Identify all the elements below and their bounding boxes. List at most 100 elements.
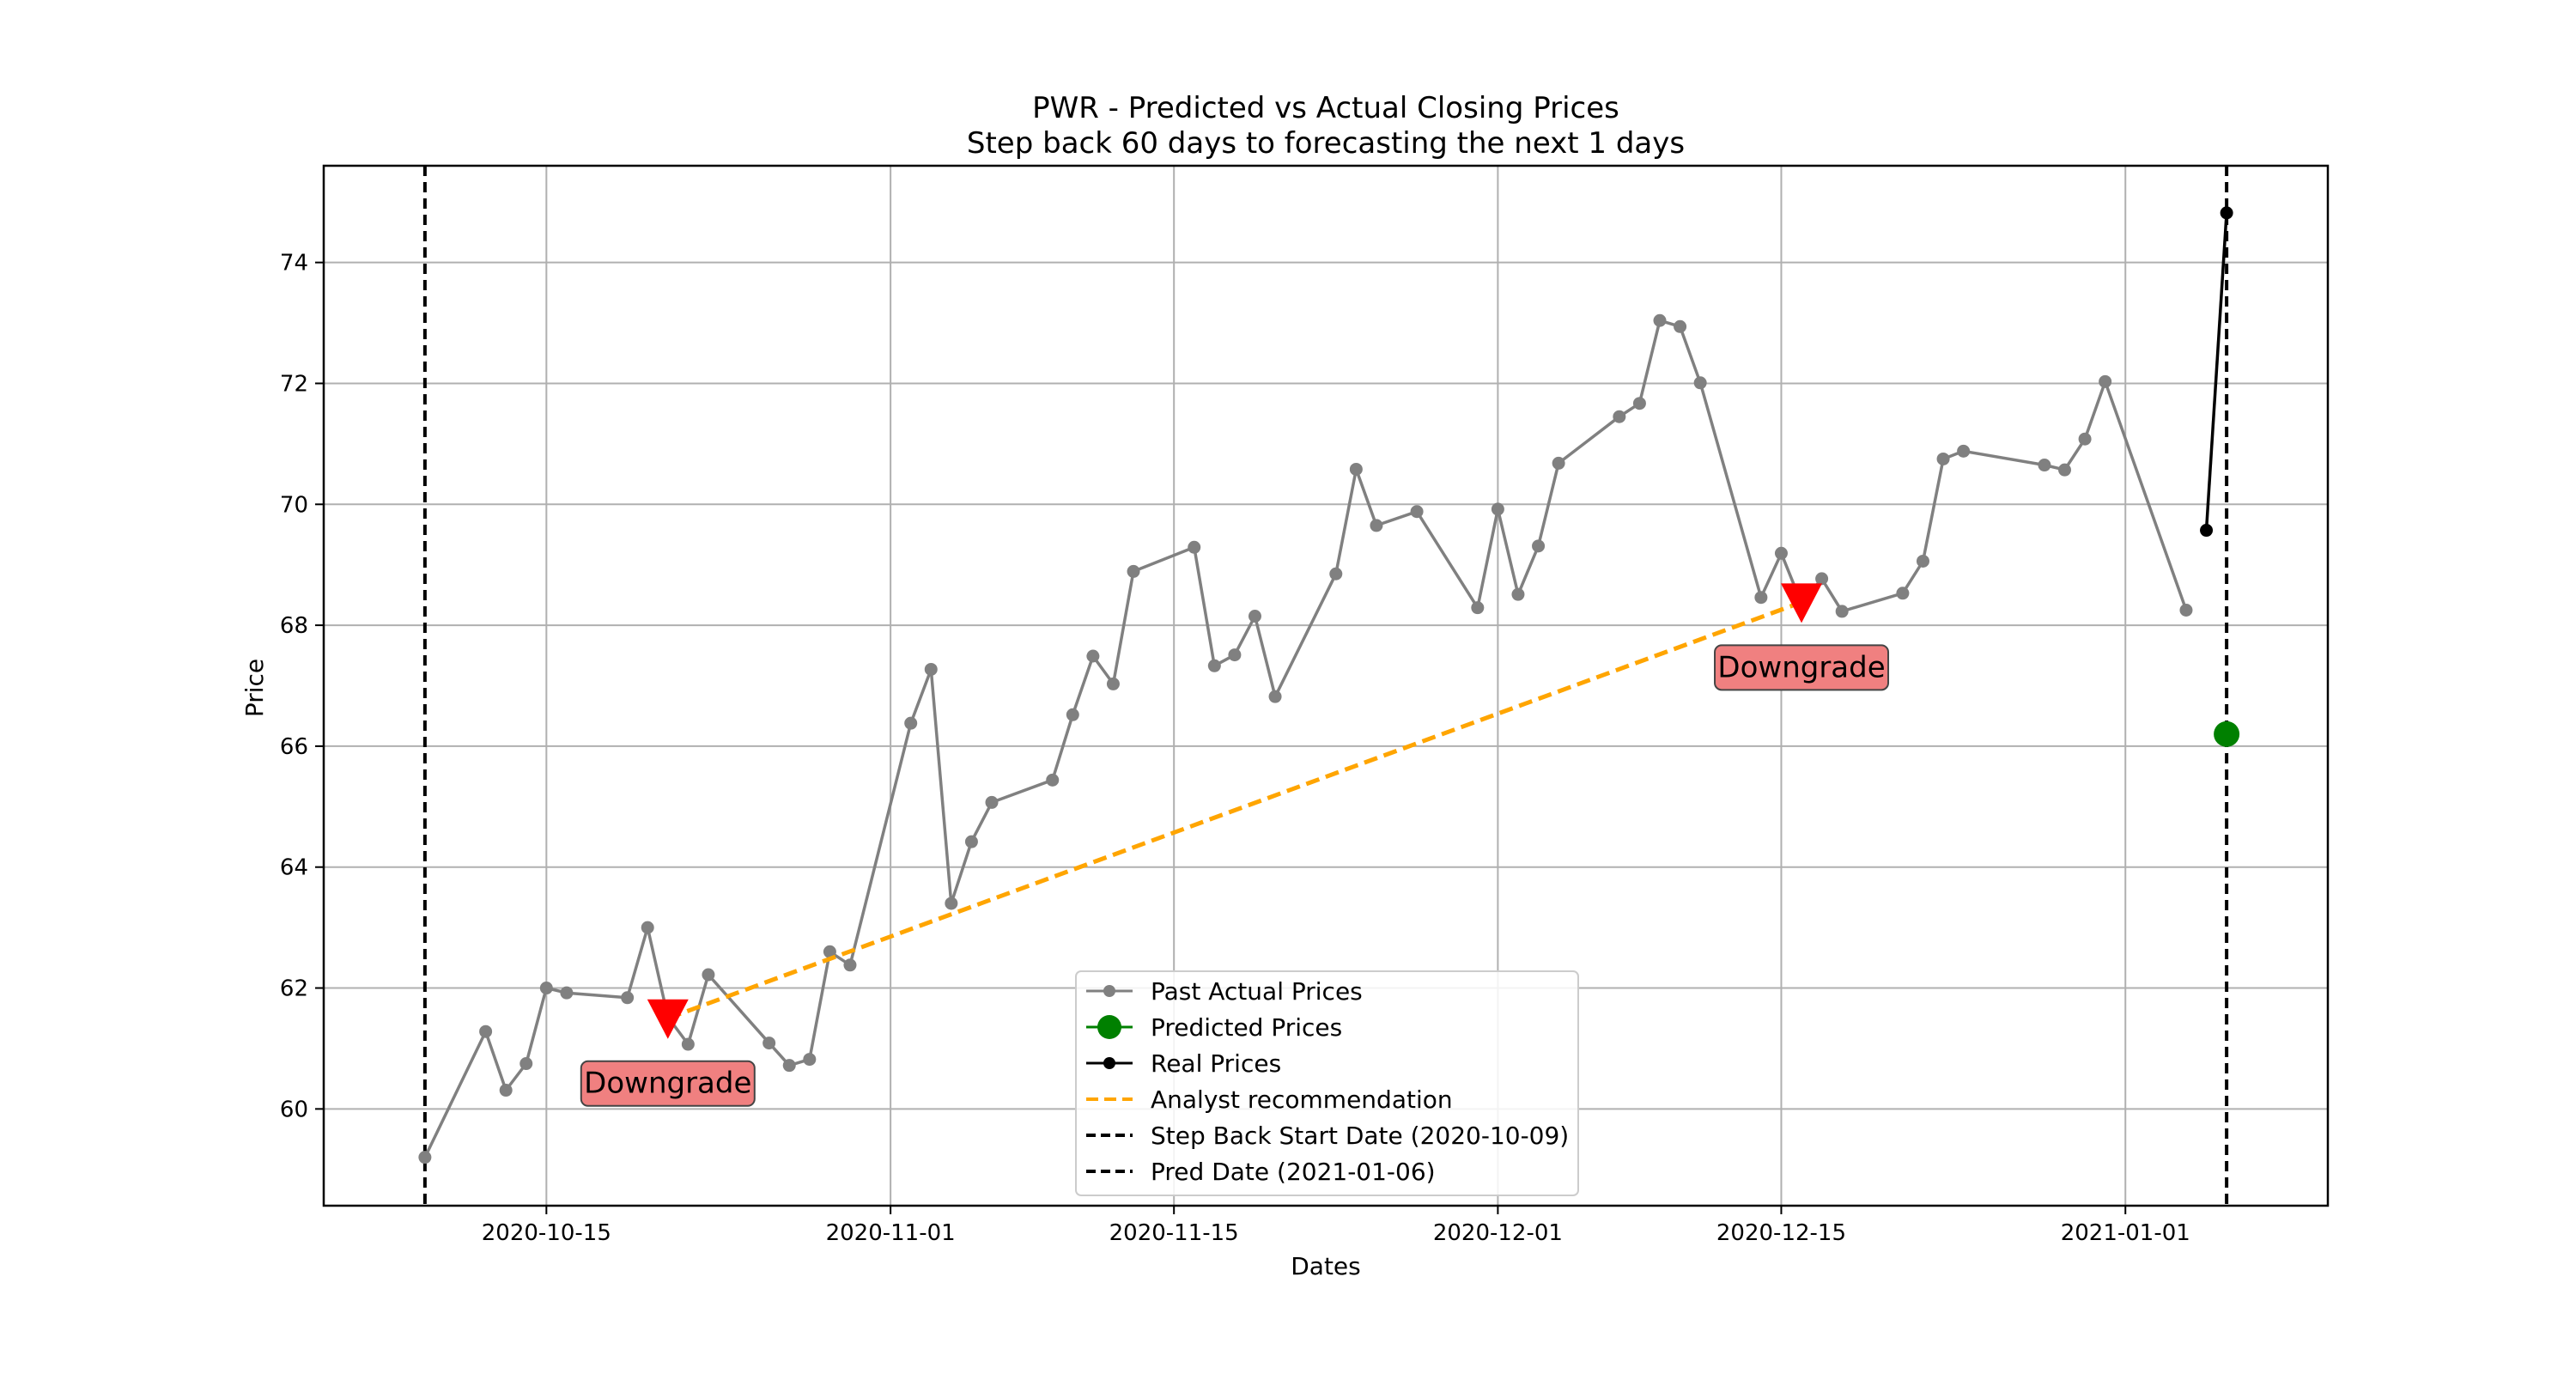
analyst-recommendation-line: [666, 599, 1802, 1021]
past-price-point: [1248, 610, 1261, 623]
x-tick-label: 2021-01-01: [2061, 1220, 2190, 1246]
x-tick-label: 2020-12-15: [1716, 1220, 1846, 1246]
past-price-point: [2179, 603, 2193, 617]
legend-label-predicted: Predicted Prices: [1151, 1013, 1342, 1042]
annotation-box: [580, 1060, 756, 1107]
past-price-point: [843, 958, 857, 972]
past-price-point: [1552, 456, 1565, 470]
past-price-point: [1086, 649, 1100, 663]
y-tick-label: 64: [280, 855, 308, 881]
past-price-point: [1916, 554, 1929, 568]
past-price-point: [1693, 376, 1707, 390]
past-price-point: [519, 1057, 533, 1071]
past-price-point: [1046, 773, 1060, 787]
past-price-point: [499, 1084, 513, 1097]
past-price-point: [762, 1037, 776, 1050]
real-price-point: [2220, 206, 2233, 220]
past-price-point: [803, 1053, 817, 1067]
y-tick-label: 60: [280, 1097, 308, 1122]
y-tick-label: 72: [280, 371, 308, 397]
past-price-point: [1127, 564, 1140, 578]
legend-item-preddate: Pred Date (2021-01-06): [1086, 1158, 1436, 1186]
x-tick-label: 2020-11-15: [1109, 1220, 1239, 1246]
past-price-point: [560, 986, 574, 1000]
past-price-point: [1471, 601, 1485, 615]
y-tick-label: 74: [280, 251, 308, 277]
past-price-point: [641, 921, 654, 934]
past-price-point: [1370, 519, 1383, 532]
past-price-point: [1491, 502, 1504, 516]
axes-frame: [322, 164, 2330, 1207]
past-price-point: [1106, 677, 1120, 690]
past-price-point: [985, 795, 999, 809]
legend-item-predicted: Predicted Prices: [1086, 1013, 1342, 1042]
legend-label-past: Past Actual Prices: [1151, 977, 1363, 1006]
past-price-point: [1329, 567, 1343, 581]
past-price-point: [1268, 690, 1282, 703]
downgrade-marker: [1781, 583, 1823, 623]
past-price-point: [1188, 540, 1201, 554]
past-price-point: [539, 982, 553, 995]
legend-label-preddate: Pred Date (2021-01-06): [1151, 1158, 1436, 1186]
past-price-point: [702, 968, 715, 982]
past-price-point: [1957, 444, 1971, 458]
past-price-point: [2099, 374, 2112, 388]
legend-label-stepback: Step Back Start Date (2020-10-09): [1151, 1122, 1569, 1150]
past-price-point: [418, 1151, 432, 1164]
y-tick-label: 62: [280, 976, 308, 1002]
past-price-point: [2078, 432, 2092, 446]
past-price-point: [1066, 708, 1079, 721]
past-price-point: [1207, 659, 1221, 672]
past-price-point: [924, 662, 938, 676]
legend-box: [1075, 970, 1579, 1196]
past-price-point: [1815, 572, 1829, 586]
legend: Past Actual Prices Predicted Prices Real…: [1075, 970, 1579, 1196]
real-price-point: [2200, 524, 2214, 538]
past-price-point: [2058, 463, 2072, 477]
past-price-point: [621, 991, 635, 1005]
annotation-box: [1714, 644, 1890, 691]
past-price-point: [1632, 397, 1646, 410]
predicted-price-point: [2214, 720, 2240, 747]
legend-item-past: Past Actual Prices: [1086, 977, 1363, 1006]
past-price-point: [681, 1037, 695, 1051]
ticks: 2020-10-15 2020-11-01 2020-11-15 2020-12-01…: [280, 251, 2190, 1246]
annotation-label: Downgrade: [1717, 650, 1885, 684]
past-price-point: [1835, 605, 1849, 618]
past-price-point: [945, 897, 958, 910]
past-price-point: [1674, 319, 1687, 333]
past-price-point: [1653, 313, 1667, 327]
y-tick-label: 68: [280, 613, 308, 639]
y-axis-label: Price: [240, 659, 269, 717]
downgrade-marker: [647, 999, 689, 1039]
past-price-point: [904, 716, 918, 730]
past-price-point: [1349, 462, 1363, 476]
past-price-point: [479, 1024, 493, 1038]
past-price-point: [1228, 648, 1242, 662]
legend-item-real: Real Prices: [1086, 1049, 1281, 1078]
past-price-point: [1511, 587, 1525, 601]
y-tick-label: 70: [280, 492, 308, 518]
data-layer: Downgrade Downgrade: [418, 166, 2240, 1206]
past-price-point: [782, 1059, 796, 1073]
legend-label-analyst: Analyst recommendation: [1151, 1085, 1453, 1114]
x-tick-label: 2020-10-15: [482, 1220, 611, 1246]
x-axis-label: Dates: [1291, 1252, 1361, 1280]
real-prices-line: [2204, 212, 2228, 531]
legend-label-real: Real Prices: [1151, 1049, 1281, 1078]
plot-frame: [322, 164, 2330, 1207]
past-price-point: [1613, 410, 1626, 423]
past-price-point: [1532, 539, 1546, 553]
past-price-point: [823, 945, 836, 958]
past-price-point: [2038, 459, 2051, 472]
past-price-point: [1774, 546, 1788, 560]
legend-item-analyst: Analyst recommendation: [1086, 1085, 1453, 1114]
past-price-point: [1754, 591, 1768, 605]
y-tick-label: 66: [280, 734, 308, 760]
grid: [324, 166, 2328, 1206]
x-tick-label: 2020-12-01: [1433, 1220, 1563, 1246]
annotation-label: Downgrade: [584, 1067, 751, 1101]
chart-title: PWR - Predicted vs Actual Closing Prices: [1032, 91, 1619, 125]
past-price-point: [1936, 452, 1950, 465]
